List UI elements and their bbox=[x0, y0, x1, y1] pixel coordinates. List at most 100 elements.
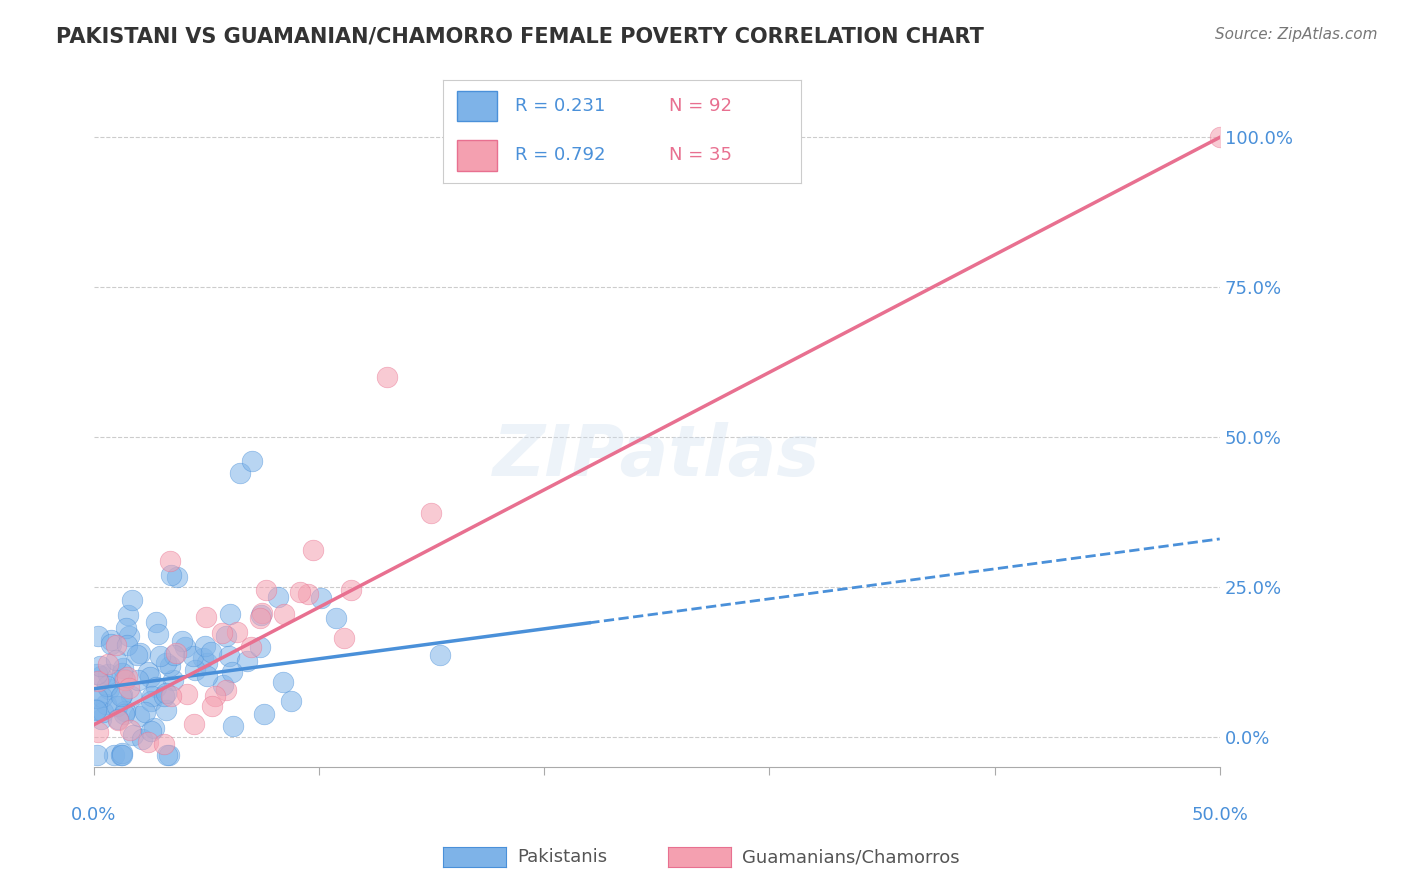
Point bbox=[266, 590, 288, 604]
Point bbox=[104, 653, 127, 667]
Point bbox=[240, 454, 263, 468]
Point bbox=[115, 670, 138, 684]
Point bbox=[103, 747, 125, 762]
Text: Source: ZipAtlas.com: Source: ZipAtlas.com bbox=[1215, 27, 1378, 42]
Point bbox=[107, 713, 129, 727]
Point bbox=[143, 721, 166, 735]
Point bbox=[117, 638, 139, 652]
Point bbox=[302, 543, 325, 558]
Point bbox=[107, 712, 129, 726]
Point bbox=[166, 570, 188, 584]
Point bbox=[159, 554, 181, 568]
Point bbox=[181, 648, 204, 663]
Point bbox=[114, 621, 136, 635]
Point bbox=[121, 593, 143, 607]
Point bbox=[288, 584, 311, 599]
Point bbox=[94, 697, 117, 711]
Point bbox=[148, 627, 170, 641]
Point bbox=[204, 689, 226, 703]
Point bbox=[159, 659, 181, 673]
Point bbox=[249, 611, 271, 625]
Point bbox=[163, 648, 186, 663]
Point bbox=[139, 670, 162, 684]
Point bbox=[110, 747, 132, 762]
Point bbox=[111, 660, 134, 674]
Point bbox=[112, 707, 135, 722]
Point bbox=[250, 608, 273, 623]
Point bbox=[141, 689, 163, 703]
Point bbox=[311, 591, 333, 605]
Point bbox=[111, 666, 134, 681]
Text: Guamanians/Chamorros: Guamanians/Chamorros bbox=[742, 848, 960, 866]
Point bbox=[156, 747, 179, 762]
Text: 50.0%: 50.0% bbox=[1191, 805, 1249, 823]
Point bbox=[249, 640, 271, 655]
Point bbox=[86, 747, 108, 762]
Point bbox=[127, 673, 149, 688]
Point bbox=[145, 615, 167, 630]
Point bbox=[114, 705, 136, 719]
Point bbox=[225, 625, 247, 640]
Point bbox=[86, 629, 108, 643]
Point bbox=[136, 735, 159, 749]
Point bbox=[118, 630, 141, 644]
Point bbox=[184, 664, 207, 678]
Point bbox=[145, 680, 167, 694]
Point bbox=[117, 607, 139, 622]
Point bbox=[162, 673, 184, 688]
Point bbox=[134, 705, 156, 719]
Point bbox=[110, 689, 132, 703]
Point bbox=[89, 659, 111, 673]
Point bbox=[86, 667, 108, 681]
Point bbox=[93, 705, 115, 719]
Point bbox=[128, 708, 150, 723]
Point bbox=[84, 703, 107, 717]
Point bbox=[176, 687, 198, 701]
Point bbox=[125, 648, 148, 663]
Point bbox=[239, 640, 262, 654]
Point bbox=[429, 648, 451, 662]
Point bbox=[201, 698, 224, 713]
Point bbox=[87, 724, 110, 739]
Point bbox=[90, 690, 112, 704]
Point bbox=[195, 657, 218, 671]
Point bbox=[96, 679, 118, 693]
Point bbox=[375, 370, 398, 384]
Point bbox=[333, 631, 356, 645]
Text: ZIPatlas: ZIPatlas bbox=[494, 422, 821, 491]
Point bbox=[271, 675, 294, 690]
Point bbox=[221, 665, 243, 680]
Point bbox=[174, 640, 197, 654]
Point bbox=[254, 583, 277, 598]
Point bbox=[128, 646, 150, 660]
Point bbox=[110, 688, 132, 702]
Point bbox=[197, 669, 219, 683]
Point bbox=[139, 694, 162, 708]
Point bbox=[160, 568, 183, 582]
Point bbox=[111, 747, 134, 762]
Point bbox=[90, 669, 112, 683]
Point bbox=[100, 636, 122, 650]
Point bbox=[236, 654, 259, 668]
Point bbox=[112, 672, 135, 686]
FancyBboxPatch shape bbox=[457, 91, 496, 121]
Text: PAKISTANI VS GUAMANIAN/CHAMORRO FEMALE POVERTY CORRELATION CHART: PAKISTANI VS GUAMANIAN/CHAMORRO FEMALE P… bbox=[56, 27, 984, 46]
Point bbox=[87, 674, 110, 689]
Point bbox=[325, 611, 347, 625]
Point bbox=[172, 634, 194, 648]
Point bbox=[339, 582, 361, 597]
Point bbox=[215, 630, 238, 644]
Point bbox=[122, 728, 145, 742]
Text: 0.0%: 0.0% bbox=[72, 805, 117, 823]
Point bbox=[222, 718, 245, 732]
Point bbox=[152, 737, 174, 751]
Text: Pakistanis: Pakistanis bbox=[517, 848, 607, 866]
Point bbox=[273, 607, 295, 621]
Text: R = 0.231: R = 0.231 bbox=[515, 97, 605, 115]
Point bbox=[97, 657, 120, 671]
Point bbox=[139, 724, 162, 739]
Point bbox=[118, 723, 141, 737]
Point bbox=[136, 665, 159, 680]
Point bbox=[211, 626, 233, 640]
Point bbox=[97, 666, 120, 681]
